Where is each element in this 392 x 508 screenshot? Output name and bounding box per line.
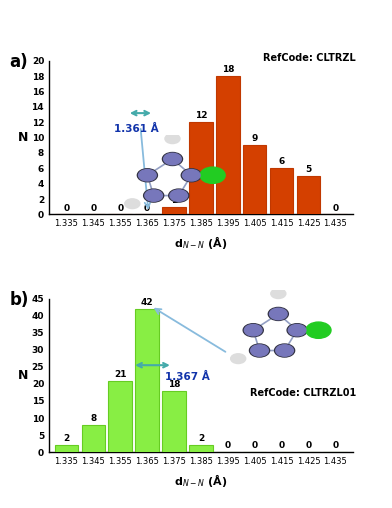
Circle shape xyxy=(165,134,180,144)
Y-axis label: N: N xyxy=(18,131,28,144)
Text: 0: 0 xyxy=(144,204,150,212)
Text: RefCode: CLTRZL01: RefCode: CLTRZL01 xyxy=(250,388,356,398)
Circle shape xyxy=(306,322,331,338)
Circle shape xyxy=(183,170,200,181)
Circle shape xyxy=(145,190,162,201)
Text: a): a) xyxy=(9,53,28,71)
Circle shape xyxy=(170,190,187,201)
Circle shape xyxy=(268,307,289,321)
Text: 0: 0 xyxy=(64,204,69,212)
Circle shape xyxy=(143,189,164,202)
Circle shape xyxy=(181,169,201,182)
Circle shape xyxy=(125,199,140,209)
Bar xyxy=(189,122,213,214)
Text: 0: 0 xyxy=(117,204,123,212)
Text: 0: 0 xyxy=(305,441,312,450)
Text: 18: 18 xyxy=(221,66,234,75)
Text: 42: 42 xyxy=(141,298,153,307)
Text: 1.361 Å: 1.361 Å xyxy=(114,124,159,134)
Text: 1: 1 xyxy=(171,196,177,205)
X-axis label: d$_{N-N}$ (Å): d$_{N-N}$ (Å) xyxy=(174,471,227,489)
Bar xyxy=(297,176,320,214)
Circle shape xyxy=(139,170,156,181)
Circle shape xyxy=(287,324,307,337)
Circle shape xyxy=(169,189,189,202)
Y-axis label: N: N xyxy=(18,369,28,382)
Text: 0: 0 xyxy=(225,441,231,450)
Text: 0: 0 xyxy=(252,441,258,450)
Text: 0: 0 xyxy=(332,441,338,450)
Bar xyxy=(162,391,186,452)
Circle shape xyxy=(200,167,225,183)
Text: 21: 21 xyxy=(114,370,127,378)
Circle shape xyxy=(270,308,287,320)
Bar xyxy=(216,76,240,214)
Bar xyxy=(109,380,132,452)
Text: RefCode: CLTRZL: RefCode: CLTRZL xyxy=(263,53,356,64)
Text: 12: 12 xyxy=(195,111,207,120)
Text: 8: 8 xyxy=(90,414,96,423)
Circle shape xyxy=(162,152,183,166)
Bar xyxy=(270,168,293,214)
Text: 18: 18 xyxy=(168,380,180,389)
Text: 2: 2 xyxy=(64,434,70,443)
Text: 0: 0 xyxy=(278,441,285,450)
Circle shape xyxy=(276,345,293,356)
Bar xyxy=(189,446,213,452)
Circle shape xyxy=(230,354,246,364)
Text: b): b) xyxy=(9,291,29,309)
Bar xyxy=(135,309,159,452)
Circle shape xyxy=(251,345,268,356)
Circle shape xyxy=(274,344,295,357)
Circle shape xyxy=(289,325,306,336)
Text: 0: 0 xyxy=(90,204,96,212)
Bar xyxy=(82,425,105,452)
Bar xyxy=(243,145,267,214)
Circle shape xyxy=(249,344,270,357)
Circle shape xyxy=(245,325,262,336)
Circle shape xyxy=(164,153,181,165)
Circle shape xyxy=(137,169,158,182)
Text: 2: 2 xyxy=(198,434,204,443)
Bar xyxy=(54,446,78,452)
Bar xyxy=(162,207,186,214)
Text: 6: 6 xyxy=(278,157,285,167)
Text: 9: 9 xyxy=(252,135,258,143)
Circle shape xyxy=(271,289,286,299)
Text: 1.367 Å: 1.367 Å xyxy=(165,372,210,382)
X-axis label: d$_{N-N}$ (Å): d$_{N-N}$ (Å) xyxy=(174,234,227,251)
Circle shape xyxy=(243,324,263,337)
Text: 0: 0 xyxy=(332,204,338,212)
Text: 5: 5 xyxy=(305,165,312,174)
